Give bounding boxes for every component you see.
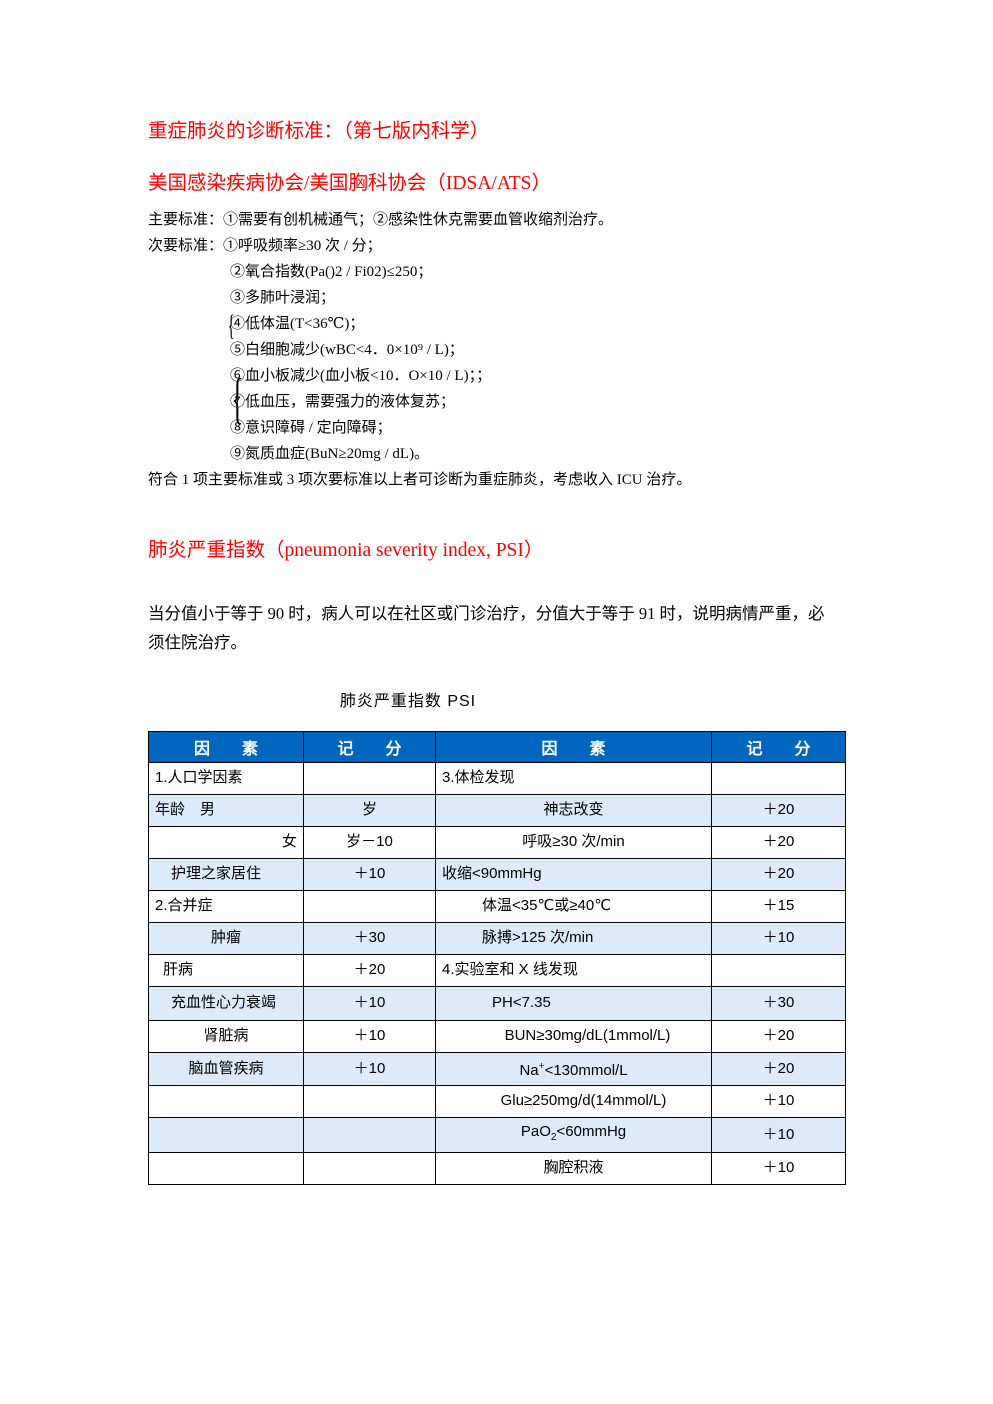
table-row: 肝病 ＋20 4.实验室和 X 线发现 [148, 953, 846, 987]
cell-score-left: ＋10 [303, 857, 436, 891]
minor-criteria-item-6: ⑥血小板减少(血小板<10．O×10 / L)；； [230, 368, 492, 384]
table-row: 年龄 男 岁 神志改变 ＋20 [148, 793, 846, 827]
table-row: 脑血管疾病 ＋10 Na+<130mmol/L ＋20 [148, 1051, 846, 1086]
cell-score-right [711, 761, 846, 795]
cell-score-right: ＋10 [711, 1084, 846, 1118]
cell-score-left [303, 889, 436, 923]
cell-factor-left: 1.人口学因素 [148, 761, 304, 795]
document-content: 重症肺炎的诊断标准：（第七版内科学） 美国感染疾病协会/美国胸科协会（IDSA/… [148, 122, 848, 1185]
minor-criteria-item-1: ①呼吸频率≥30 次 / 分； [223, 238, 382, 254]
cell-score-right: ＋20 [711, 825, 846, 859]
cell-factor-right: Na+<130mmol/L [435, 1051, 712, 1086]
minor-criteria-item-4: ④低体温(T<36℃)； [230, 316, 365, 332]
minor-criteria-item-2: ②氧合指数(Pa()2 / Fi02)≤250； [230, 264, 433, 280]
cell-factor-right: PH<7.35 [435, 985, 712, 1021]
table-row: Glu≥250mg/d(14mmol/L) ＋10 [148, 1084, 846, 1118]
cell-score-left [303, 1116, 436, 1153]
table-row: 女 岁－10 呼吸≥30 次/min ＋20 [148, 825, 846, 859]
psi-explanation-paragraph: 当分值小于等于 90 时，病人可以在社区或门诊治疗，分值大于等于 91 时，说明… [148, 603, 825, 652]
cell-score-left: ＋10 [303, 985, 436, 1021]
cell-factor-left: 年龄 男 [148, 793, 304, 827]
major-criteria-line: 主要标准：①需要有创机械通气；②感染性休克需要血管收缩剂治疗。 [148, 212, 614, 228]
table-row: 2.合并症 体温<35℃或≥40℃ ＋15 [148, 889, 846, 923]
table-row: PaO2<60mmHg ＋10 [148, 1116, 846, 1153]
section-heading-idsa-ats: 美国感染疾病协会/美国胸科协会（IDSA/ATS） [148, 172, 552, 194]
cell-factor-left: 2.合并症 [148, 889, 304, 923]
cell-score-right: ＋10 [711, 921, 846, 955]
page-title: 重症肺炎的诊断标准：（第七版内科学） [148, 121, 490, 142]
minor-criteria-item-9: ⑨氮质血症(BuN≥20mg / dL)。 [230, 446, 430, 462]
column-header-score-left: 记 分 [303, 730, 436, 763]
cell-factor-right: 神志改变 [435, 793, 712, 827]
column-header-factor-left: 因 素 [148, 730, 304, 763]
cell-factor-left [148, 1151, 304, 1185]
cell-factor-left: 脑血管疾病 [148, 1051, 304, 1086]
cell-score-right: ＋10 [711, 1116, 846, 1153]
cell-factor-right: 收缩<90mmHg [435, 857, 712, 891]
cell-score-right [711, 953, 846, 987]
criteria-block: 主要标准：①需要有创机械通气；②感染性休克需要血管收缩剂治疗。 次要标准：①呼吸… [148, 207, 848, 493]
cell-score-left: ＋30 [303, 921, 436, 955]
cell-factor-left: 肾脏病 [148, 1019, 304, 1053]
section-heading-psi: 肺炎严重指数（pneumonia severity index, PSI） [148, 540, 544, 561]
cell-score-left [303, 1084, 436, 1118]
criteria-summary-line: 符合 1 项主要标准或 3 项次要标准以上者可诊断为重症肺炎，考虑收入 ICU … [148, 472, 692, 488]
cell-factor-left: 肿瘤 [148, 921, 304, 955]
cell-score-left: 岁－10 [303, 825, 436, 859]
cell-factor-right: 呼吸≥30 次/min [435, 825, 712, 859]
cell-factor-right: BUN≥30mg/dL(1mmol/L) [435, 1019, 712, 1053]
table-row: 肾脏病 ＋10 BUN≥30mg/dL(1mmol/L) ＋20 [148, 1019, 846, 1053]
minor-criteria-first-line: 次要标准：①呼吸频率≥30 次 / 分； [148, 233, 848, 259]
cell-factor-left: 充血性心力衰竭 [148, 985, 304, 1021]
cell-score-left: 岁 [303, 793, 436, 827]
cell-score-left: ＋10 [303, 1051, 436, 1086]
table-row: 充血性心力衰竭 ＋10 PH<7.35 ＋30 [148, 985, 846, 1021]
cell-factor-left: 护理之家居住 [148, 857, 304, 891]
minor-criteria-item-8: ⑧意识障碍 / 定向障碍； [230, 420, 392, 436]
cell-score-left [303, 761, 436, 795]
cell-score-right: ＋20 [711, 1051, 846, 1086]
cell-score-left [303, 1151, 436, 1185]
table-body: 1.人口学因素 3.体检发现 年龄 男 岁 神志改变 ＋20 女 岁－10 呼吸… [148, 761, 846, 1185]
cell-score-right: ＋15 [711, 889, 846, 923]
table-header-row: 因 素 记 分 因 素 记 分 [148, 730, 846, 763]
cell-factor-right: 3.体检发现 [435, 761, 712, 795]
column-header-score-right: 记 分 [711, 730, 846, 763]
cell-factor-right: 4.实验室和 X 线发现 [435, 953, 712, 987]
cell-factor-right: Glu≥250mg/d(14mmol/L) [435, 1084, 712, 1118]
table-row: 胸腔积液 ＋10 [148, 1151, 846, 1185]
psi-score-table: 因 素 记 分 因 素 记 分 1.人口学因素 3.体检发现 年龄 男 岁 神志… [148, 730, 846, 1185]
table-row: 护理之家居住 ＋10 收缩<90mmHg ＋20 [148, 857, 846, 891]
cell-score-right: ＋20 [711, 1019, 846, 1053]
cell-factor-right: 脉搏>125 次/min [435, 921, 712, 955]
cell-factor-left [148, 1084, 304, 1118]
cell-factor-left: 女 [148, 825, 304, 859]
cell-factor-left: 肝病 [148, 953, 304, 987]
minor-criteria-item-7: ⑦低血压，需要强力的液体复苏； [230, 394, 456, 410]
table-row: 肿瘤 ＋30 脉搏>125 次/min ＋10 [148, 921, 846, 955]
cell-score-right: ＋20 [711, 857, 846, 891]
cell-score-left: ＋20 [303, 953, 436, 987]
minor-criteria-item-3: ③多肺叶浸润； [230, 290, 336, 306]
table-row: 1.人口学因素 3.体检发现 [148, 761, 846, 795]
cell-score-right: ＋20 [711, 793, 846, 827]
minor-criteria-label: 次要标准： [148, 238, 224, 254]
table-caption: 肺炎严重指数 PSI [339, 692, 477, 710]
minor-criteria-item-5: ⑤白细胞减少(wBC<4．0×10⁹ / L)； [230, 342, 464, 358]
cell-factor-left [148, 1116, 304, 1153]
cell-score-left: ＋10 [303, 1019, 436, 1053]
cell-score-right: ＋30 [711, 985, 846, 1021]
cell-factor-right: 体温<35℃或≥40℃ [435, 889, 712, 923]
cell-factor-right: 胸腔积液 [435, 1151, 712, 1185]
cell-score-right: ＋10 [711, 1151, 846, 1185]
column-header-factor-right: 因 素 [435, 730, 712, 763]
cell-factor-right: PaO2<60mmHg [435, 1116, 712, 1153]
